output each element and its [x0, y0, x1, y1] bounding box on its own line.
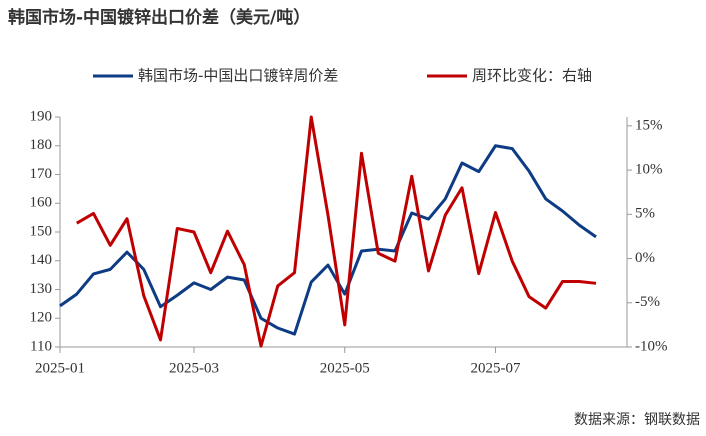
y2-tick-label: 0%	[635, 250, 655, 266]
legend-label: 韩国市场-中国出口镀锌周价差	[138, 67, 338, 85]
source: 数据来源：钢联数据	[574, 412, 700, 428]
y-tick-label: 150	[30, 223, 53, 239]
y2-tick-label: 10%	[635, 162, 663, 178]
y-tick-label: 110	[30, 338, 52, 354]
legend-label: 周环比变化：右轴	[472, 67, 592, 85]
x-tick-label: 2025-01	[35, 360, 85, 376]
y2-tick-label: -10%	[635, 338, 668, 354]
x-tick-label: 2025-03	[169, 360, 219, 376]
y-tick-label: 160	[30, 195, 53, 211]
y-tick-label: 180	[30, 137, 53, 153]
y-tick-label: 140	[30, 252, 53, 268]
y-tick-label: 130	[30, 281, 53, 297]
chart-title: 韩国市场-中国镀锌出口价差（美元/吨）	[8, 7, 310, 28]
y-tick-label: 170	[30, 166, 53, 182]
y-tick-label: 190	[30, 108, 53, 124]
y2-tick-label: 15%	[635, 117, 663, 133]
x-tick-label: 2025-05	[320, 360, 370, 376]
series-line	[75, 115, 597, 348]
x-tick-label: 2025-07	[471, 360, 521, 376]
y2-tick-label: 5%	[635, 206, 655, 222]
y-tick-label: 120	[30, 310, 53, 326]
y2-tick-label: -5%	[635, 294, 660, 310]
series-line	[59, 144, 597, 336]
